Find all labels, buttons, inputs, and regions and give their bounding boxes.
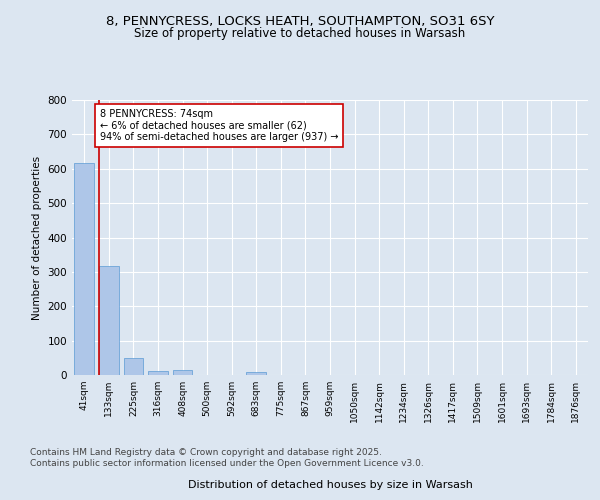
- Bar: [99, 266, 119, 375]
- Text: Size of property relative to detached houses in Warsash: Size of property relative to detached ho…: [134, 28, 466, 40]
- Bar: [124, 358, 143, 375]
- Text: Contains HM Land Registry data © Crown copyright and database right 2025.
Contai: Contains HM Land Registry data © Crown c…: [30, 448, 424, 468]
- Bar: [74, 163, 94, 375]
- Text: Distribution of detached houses by size in Warsash: Distribution of detached houses by size …: [188, 480, 472, 490]
- Y-axis label: Number of detached properties: Number of detached properties: [32, 156, 42, 320]
- Text: 8, PENNYCRESS, LOCKS HEATH, SOUTHAMPTON, SO31 6SY: 8, PENNYCRESS, LOCKS HEATH, SOUTHAMPTON,…: [106, 15, 494, 28]
- Text: 8 PENNYCRESS: 74sqm
← 6% of detached houses are smaller (62)
94% of semi-detache: 8 PENNYCRESS: 74sqm ← 6% of detached hou…: [100, 108, 338, 142]
- Bar: [247, 372, 266, 375]
- Bar: [173, 370, 193, 375]
- Bar: [148, 371, 168, 375]
